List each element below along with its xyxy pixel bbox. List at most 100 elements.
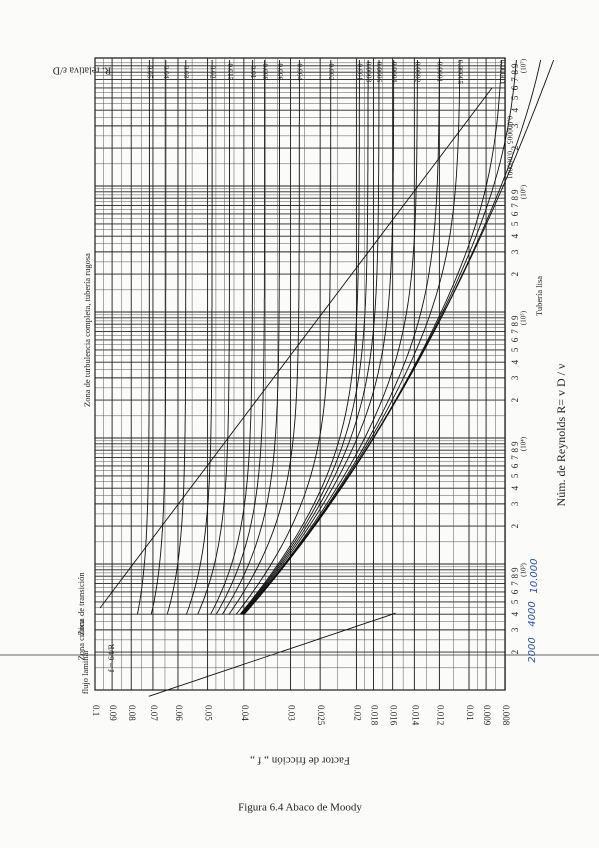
roughness-label: 0.0004 <box>390 62 399 83</box>
reynolds-digit: 3 <box>510 249 520 254</box>
reynolds-digit: 2 <box>510 524 520 529</box>
roughness-label: 0.05 <box>146 65 155 78</box>
axis-title: Núm. de Reynolds R= v D / ν <box>554 363 568 506</box>
roughness-curve <box>197 60 230 615</box>
roughness-curve <box>235 60 332 615</box>
reynolds-decade: (10⁶) <box>520 184 528 199</box>
roughness-curve <box>136 60 150 615</box>
reynolds-digit: 7 <box>510 77 520 82</box>
roughness-curve <box>150 60 167 615</box>
roughness-curve <box>215 60 266 615</box>
reynolds-decade: (10⁴) <box>520 436 528 451</box>
friction-label: 0.025 <box>316 705 326 726</box>
friction-label: 0.01 <box>465 705 475 721</box>
roughness-label: 0.04 <box>162 65 171 78</box>
friction-label: 0.014 <box>410 705 420 726</box>
roughness-label: 0.0006 <box>375 62 384 83</box>
roughness-curve <box>241 60 395 615</box>
reynolds-digit: 3 <box>510 375 520 380</box>
roughness-curve <box>228 60 300 615</box>
roughness-curve <box>166 60 187 615</box>
zone-label: Zona de transición <box>76 572 86 636</box>
roughness-label: 0.000001 <box>505 151 514 179</box>
reynolds-digit: 6 <box>510 589 520 594</box>
reynolds-digit: 6 <box>510 337 520 342</box>
roughness-curve <box>239 60 360 615</box>
reynolds-digit: 4 <box>510 359 520 364</box>
laminar-line <box>148 612 396 697</box>
handwritten-note: 10.000 <box>529 559 540 594</box>
roughness-label: 0.006 <box>276 64 285 81</box>
roughness-label: 0.0008 <box>364 62 373 83</box>
friction-label: 0.09 <box>108 705 118 721</box>
reynolds-decade: (10⁵) <box>520 310 528 325</box>
reynolds-digit: 2 <box>510 272 520 277</box>
reynolds-digit: 4 <box>510 611 520 616</box>
reynolds-digit: 9 <box>510 189 520 194</box>
smooth-curve <box>243 59 555 615</box>
roughness-curve <box>240 60 369 615</box>
friction-label: 0.1 <box>91 705 101 716</box>
friction-label: 0.03 <box>286 705 296 721</box>
roughness-label: 0.0001 <box>436 62 445 83</box>
roughness-label: 0.001 <box>356 64 365 81</box>
turbulence-boundary <box>99 87 493 609</box>
reynolds-digit: 8 <box>510 573 520 578</box>
friction-label: 0.02 <box>352 705 362 721</box>
reynolds-digit: 4 <box>510 107 520 112</box>
roughness-label: 0.00001 <box>498 60 507 85</box>
roughness-label: 0.01 <box>249 65 258 78</box>
reynolds-digit: 9 <box>510 315 520 320</box>
roughness-label: 0.004 <box>296 64 305 81</box>
reynolds-digit: 4 <box>510 485 520 490</box>
reynolds-digit: 2 <box>510 650 520 655</box>
reynolds-digit: 9 <box>510 63 520 68</box>
zone-label: Zona de turbulencia completa, tubería ru… <box>82 253 92 407</box>
reynolds-digit: 9 <box>510 441 520 446</box>
roughness-label: 0.0002 <box>414 62 423 83</box>
axis-title: Factor de fricción „ f „ <box>250 754 350 766</box>
reynolds-digit: 5 <box>510 473 520 478</box>
reynolds-digit: 8 <box>510 195 520 200</box>
reynolds-digit: 4 <box>510 233 520 238</box>
friction-label: 0.07 <box>149 705 159 721</box>
roughness-label: 0.000005 <box>505 116 514 144</box>
roughness-label: 0.015 <box>226 64 235 81</box>
reynolds-digit: 6 <box>510 211 520 216</box>
friction-label: 0.016 <box>389 705 399 726</box>
reynolds-digit: 7 <box>510 203 520 208</box>
reynolds-digit: 6 <box>510 463 520 468</box>
reynolds-digit: 5 <box>510 599 520 604</box>
roughness-label: 0.02 <box>208 65 217 78</box>
reynolds-decade: (10³) <box>520 562 528 576</box>
zone-label: Tubería lisa <box>534 276 544 316</box>
zone-label: Zona crítica <box>76 619 86 660</box>
reynolds-digit: 3 <box>510 123 520 128</box>
friction-label: 0.04 <box>240 705 250 721</box>
zone-label: f = 64/R <box>106 643 116 672</box>
roughness-label: 0.00005 <box>456 60 465 85</box>
friction-label: 0.05 <box>204 705 214 721</box>
zone-label: flujo laminar <box>80 650 90 694</box>
reynolds-digit: 8 <box>510 321 520 326</box>
friction-label: 0.018 <box>369 705 379 726</box>
reynolds-digit: 3 <box>510 501 520 506</box>
reynolds-digit: 7 <box>510 329 520 334</box>
reynolds-digit: 8 <box>510 447 520 452</box>
reynolds-digit: 7 <box>510 455 520 460</box>
reynolds-digit: 9 <box>510 567 520 572</box>
reynolds-digit: 5 <box>510 95 520 100</box>
roughness-label: 0.002 <box>327 64 336 81</box>
roughness-curve <box>243 60 440 615</box>
reynolds-digit: 3 <box>510 627 520 632</box>
reynolds-digit: 2 <box>510 398 520 403</box>
friction-label: 0.06 <box>174 705 184 721</box>
caption: Figura 6.4 Abaco de Moody <box>238 802 362 814</box>
friction-label: 0.009 <box>482 705 492 726</box>
roughness-label: 0.008 <box>261 64 270 81</box>
reynolds-digit: 5 <box>510 221 520 226</box>
roughness-curve <box>221 60 280 615</box>
roughness-curve <box>185 60 213 615</box>
reynolds-digit: 7 <box>510 581 520 586</box>
